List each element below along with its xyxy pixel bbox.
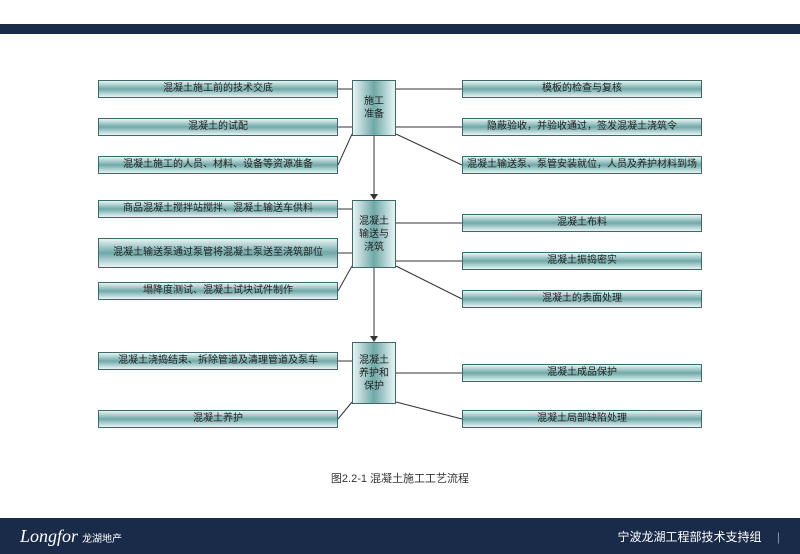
- left-box: 混凝土浇捣结束、拆除管道及清理管道及泵车: [98, 352, 338, 370]
- left-box: 混凝土施工的人员、材料、设备等资源准备: [98, 156, 338, 174]
- right-box: 混凝土输送泵、泵管安装就位，人员及养护材料到场: [462, 156, 702, 174]
- center-node: 混凝土养护和保护: [352, 342, 396, 404]
- right-box: 混凝土布料: [462, 214, 702, 232]
- top-bar: [0, 24, 800, 34]
- right-box: 混凝土成品保护: [462, 364, 702, 382]
- left-box: 混凝土养护: [98, 410, 338, 428]
- left-box: 商品混凝土搅拌站搅拌、混凝土输送车供料: [98, 200, 338, 218]
- left-box: 混凝土的试配: [98, 118, 338, 136]
- logo-main: Longfor: [20, 526, 78, 547]
- right-box: 隐蔽验收，并验收通过，签发混凝土浇筑令: [462, 118, 702, 136]
- center-node: 混凝土输送与浇筑: [352, 200, 396, 268]
- right-box: 混凝土的表面处理: [462, 290, 702, 308]
- left-box: 混凝土施工前的技术交底: [98, 80, 338, 98]
- left-box: 混凝土输送泵通过泵管将混凝土泵送至浇筑部位: [98, 238, 338, 268]
- logo-sub: 龙湖地产: [82, 530, 122, 545]
- center-node: 施工准备: [352, 80, 396, 136]
- footer-right-text: 宁波龙湖工程部技术支持组 |: [618, 528, 780, 545]
- brand-logo: Longfor 龙湖地产: [20, 526, 122, 547]
- left-box: 塌降度测试、混凝土试块试件制作: [98, 282, 338, 300]
- figure-caption: 图2.2-1 混凝土施工工艺流程: [0, 470, 800, 486]
- right-box: 混凝土局部缺陷处理: [462, 410, 702, 428]
- right-box: 模板的检查与复核: [462, 80, 702, 98]
- footer-bar: Longfor 龙湖地产 宁波龙湖工程部技术支持组 |: [0, 518, 800, 554]
- flow-diagram: 施工准备混凝土输送与浇筑混凝土养护和保护混凝土施工前的技术交底混凝土的试配混凝土…: [0, 74, 800, 494]
- right-box: 混凝土振捣密实: [462, 252, 702, 270]
